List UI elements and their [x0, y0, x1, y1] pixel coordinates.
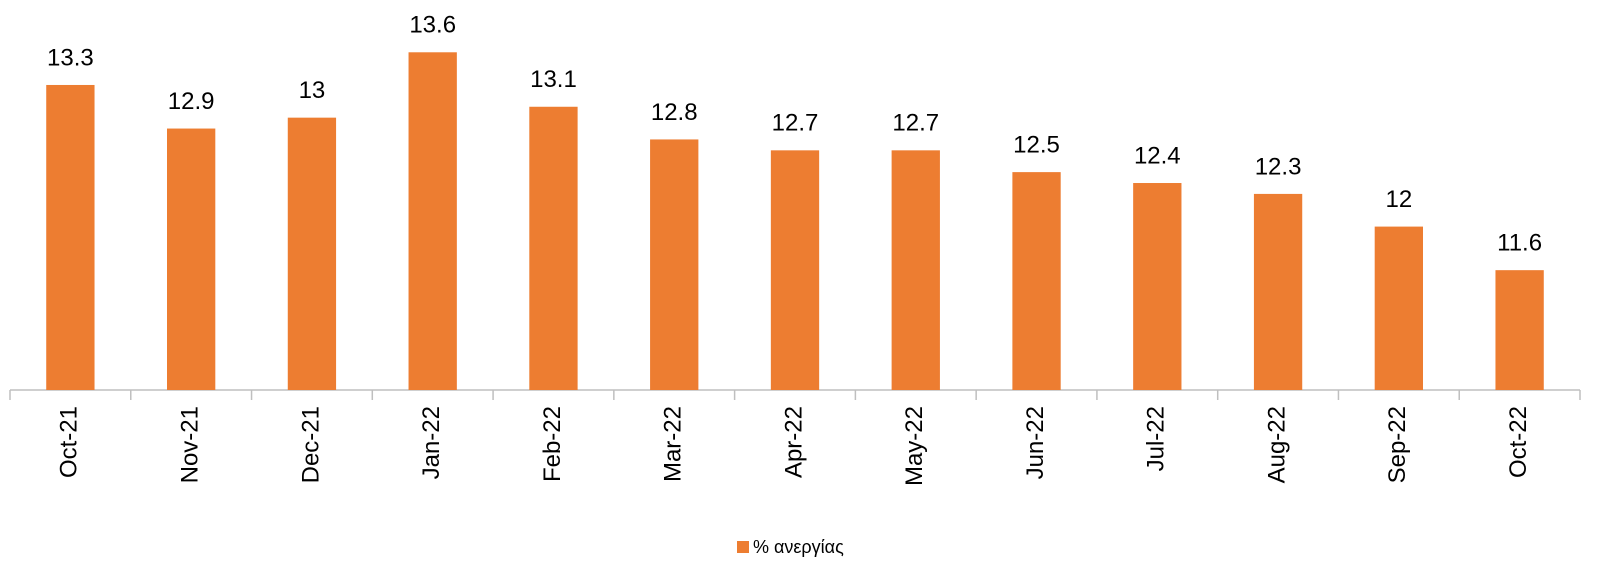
bar	[408, 52, 457, 391]
data-label: 12	[1385, 186, 1412, 213]
data-label: 12.4	[1134, 142, 1181, 169]
bar	[167, 128, 216, 390]
x-tick-label: Jun-22	[1022, 406, 1049, 479]
x-tick-label: Apr-22	[780, 406, 807, 478]
data-label: 13	[299, 77, 326, 104]
x-tick-label: Oct-21	[56, 406, 83, 478]
bar	[46, 84, 95, 390]
bar	[1012, 172, 1061, 390]
data-label: 12.3	[1255, 153, 1302, 180]
data-label: 12.7	[892, 110, 939, 137]
bar	[1133, 183, 1182, 390]
bar	[891, 150, 940, 390]
legend-label: % ανεργίας	[753, 537, 844, 557]
x-tick-label: Mar-22	[660, 406, 687, 482]
x-tick-label: Jul-22	[1143, 406, 1170, 471]
bar	[650, 139, 699, 390]
x-tick-label: Nov-21	[176, 406, 203, 483]
data-label: 12.8	[651, 99, 698, 126]
x-tick-label: Sep-22	[1384, 406, 1411, 483]
data-label: 11.6	[1497, 230, 1542, 257]
x-tick-label: May-22	[901, 406, 928, 486]
x-tick-label: Oct-22	[1505, 406, 1532, 478]
data-label: 12.5	[1013, 131, 1060, 158]
bar	[770, 150, 820, 390]
bar	[1495, 270, 1544, 390]
bar	[1253, 193, 1303, 390]
x-tick-label: Aug-22	[1263, 406, 1290, 483]
x-tick-label: Dec-21	[297, 406, 324, 483]
legend-swatch	[737, 541, 749, 553]
x-tick-label: Feb-22	[539, 406, 566, 482]
data-label: 12.7	[772, 110, 819, 137]
bar	[287, 117, 337, 391]
x-tick-label: Jan-22	[418, 406, 445, 479]
bar	[529, 106, 578, 391]
data-label: 13.1	[530, 66, 577, 93]
data-label: 12.9	[168, 88, 215, 115]
bar	[1374, 226, 1423, 390]
data-label: 13.6	[409, 12, 456, 39]
data-label: 13.3	[47, 44, 94, 71]
